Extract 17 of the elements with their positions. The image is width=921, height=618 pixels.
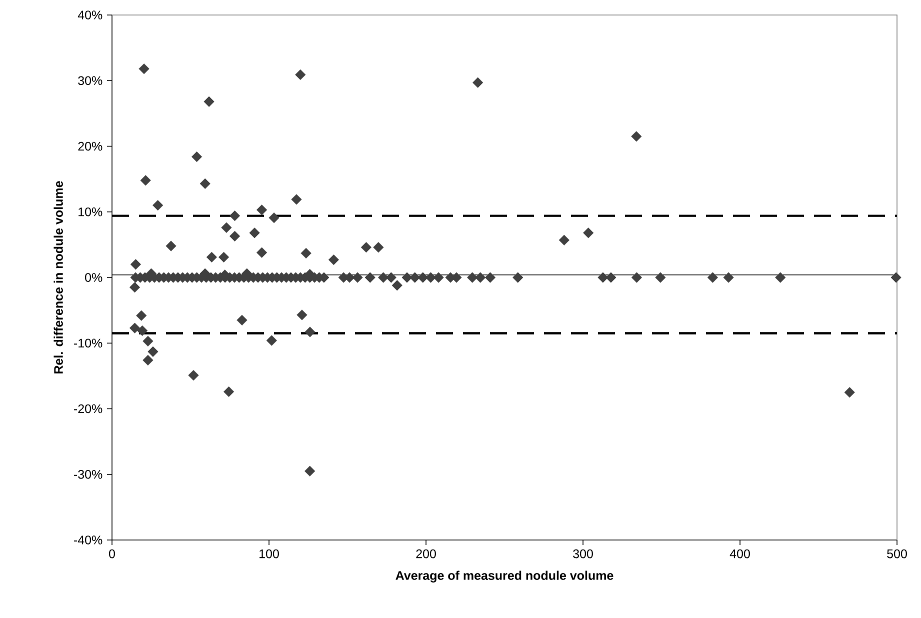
x-tick-label: 500 [887, 549, 907, 558]
x-tick-label: 100 [260, 549, 279, 558]
y-tick-label: 10% [78, 207, 102, 216]
y-tick-label: 20% [78, 142, 102, 151]
y-tick-label: 0% [85, 273, 102, 282]
y-tick-label: 30% [78, 76, 102, 86]
x-axis-title: Average of measured nodule volume [396, 570, 614, 582]
x-tick-label: 0 [109, 549, 115, 558]
y-tick-label: -20% [74, 404, 102, 414]
x-tick-label: 400 [730, 549, 750, 558]
y-axis-title: Rel. difference in nodule volume [54, 181, 63, 374]
y-tick-label: -40% [74, 536, 102, 544]
y-tick-label: -30% [74, 470, 102, 479]
x-tick-label: 200 [416, 549, 436, 558]
y-tick-label: 40% [78, 10, 102, 20]
x-tick-label: 300 [573, 549, 593, 558]
y-tick-label: -10% [74, 338, 102, 348]
